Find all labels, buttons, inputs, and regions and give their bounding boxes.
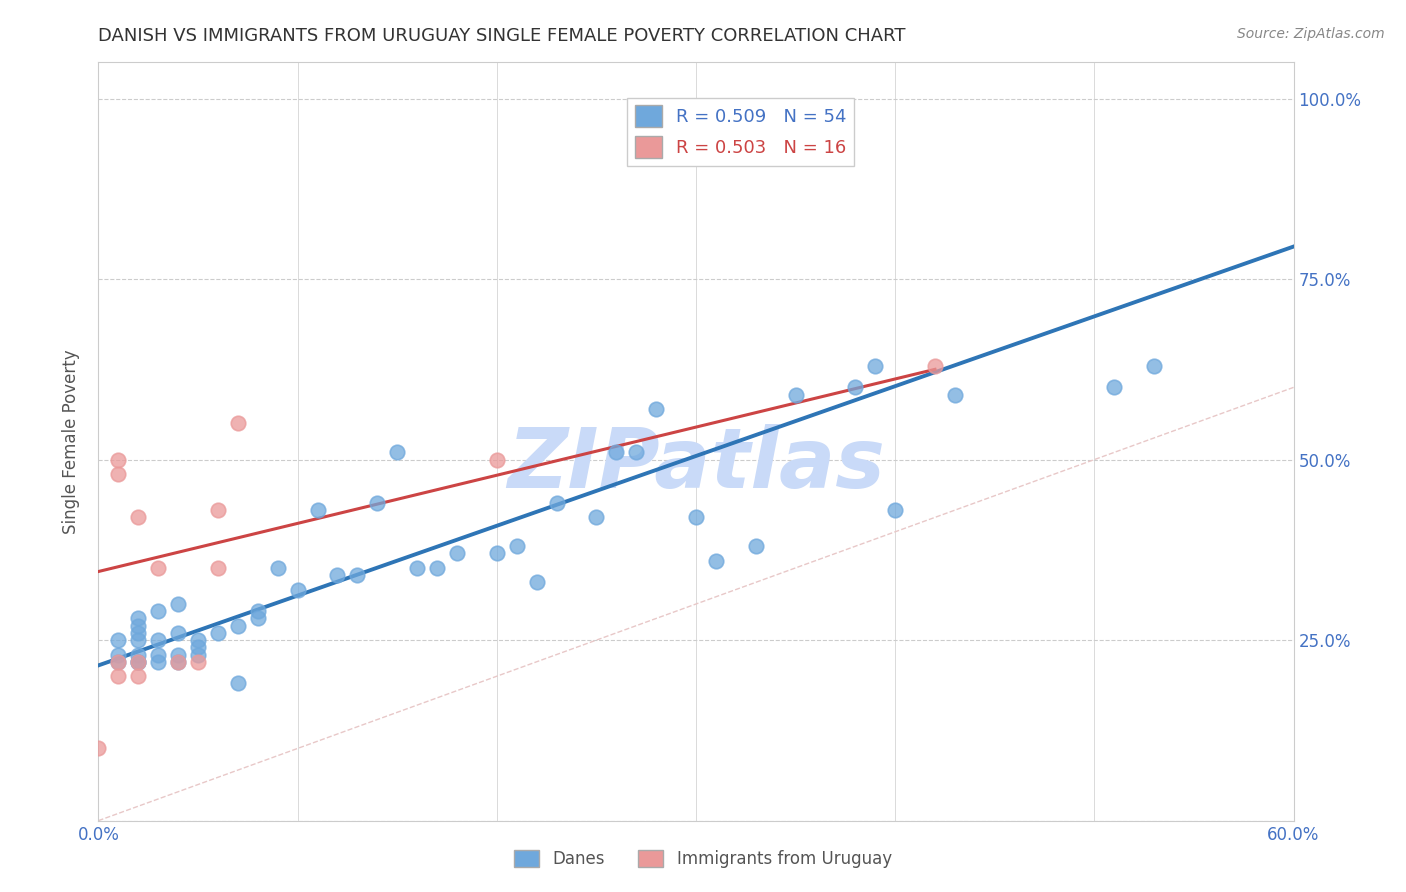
Point [107,655,129,669]
Point [148,633,170,648]
Point [366,496,388,510]
Point [127,655,149,669]
Point [785,387,807,401]
Point [148,655,170,669]
Point [385,445,409,459]
Text: ZIPatlas: ZIPatlas [508,424,884,505]
Point [127,633,149,648]
Text: Source: ZipAtlas.com: Source: ZipAtlas.com [1237,27,1385,41]
Point [605,445,627,459]
Point [207,626,229,640]
Point [167,655,190,669]
Point [704,554,727,568]
Point [127,510,149,524]
Point [187,648,209,662]
Point [127,611,149,625]
Point [226,417,249,431]
Point [167,597,190,611]
Point [526,575,548,590]
Point [426,561,449,575]
Point [107,648,129,662]
Point [884,503,907,517]
Point [685,510,707,524]
Point [287,582,309,597]
Point [326,568,349,582]
Point [167,655,190,669]
Point [546,496,568,510]
Point [506,539,529,553]
Point [187,640,209,655]
Point [626,445,648,459]
Point [167,648,190,662]
Point [127,618,149,632]
Point [943,387,966,401]
Point [246,611,269,625]
Point [406,561,429,575]
Legend: Danes, Immigrants from Uruguay: Danes, Immigrants from Uruguay [508,843,898,875]
Point [267,561,290,575]
Point [307,503,329,517]
Point [187,633,209,648]
Point [645,402,668,417]
Point [1104,380,1126,394]
Point [167,626,190,640]
Point [107,467,129,481]
Point [844,380,866,394]
Y-axis label: Single Female Poverty: Single Female Poverty [62,350,80,533]
Point [226,618,249,632]
Point [127,655,149,669]
Point [107,655,129,669]
Legend: R = 0.509   N = 54, R = 0.503   N = 16: R = 0.509 N = 54, R = 0.503 N = 16 [627,98,853,166]
Point [127,669,149,683]
Point [87,741,110,756]
Point [485,546,508,560]
Point [127,655,149,669]
Point [446,546,468,560]
Point [585,510,607,524]
Point [148,648,170,662]
Point [148,561,170,575]
Point [207,561,229,575]
Point [226,676,249,690]
Text: DANISH VS IMMIGRANTS FROM URUGUAY SINGLE FEMALE POVERTY CORRELATION CHART: DANISH VS IMMIGRANTS FROM URUGUAY SINGLE… [98,27,905,45]
Point [207,503,229,517]
Point [107,633,129,648]
Point [346,568,368,582]
Point [127,648,149,662]
Point [924,359,946,373]
Point [745,539,768,553]
Point [246,604,269,618]
Point [485,452,508,467]
Point [1143,359,1166,373]
Point [107,669,129,683]
Point [127,626,149,640]
Point [187,655,209,669]
Point [148,604,170,618]
Point [865,359,887,373]
Point [107,452,129,467]
